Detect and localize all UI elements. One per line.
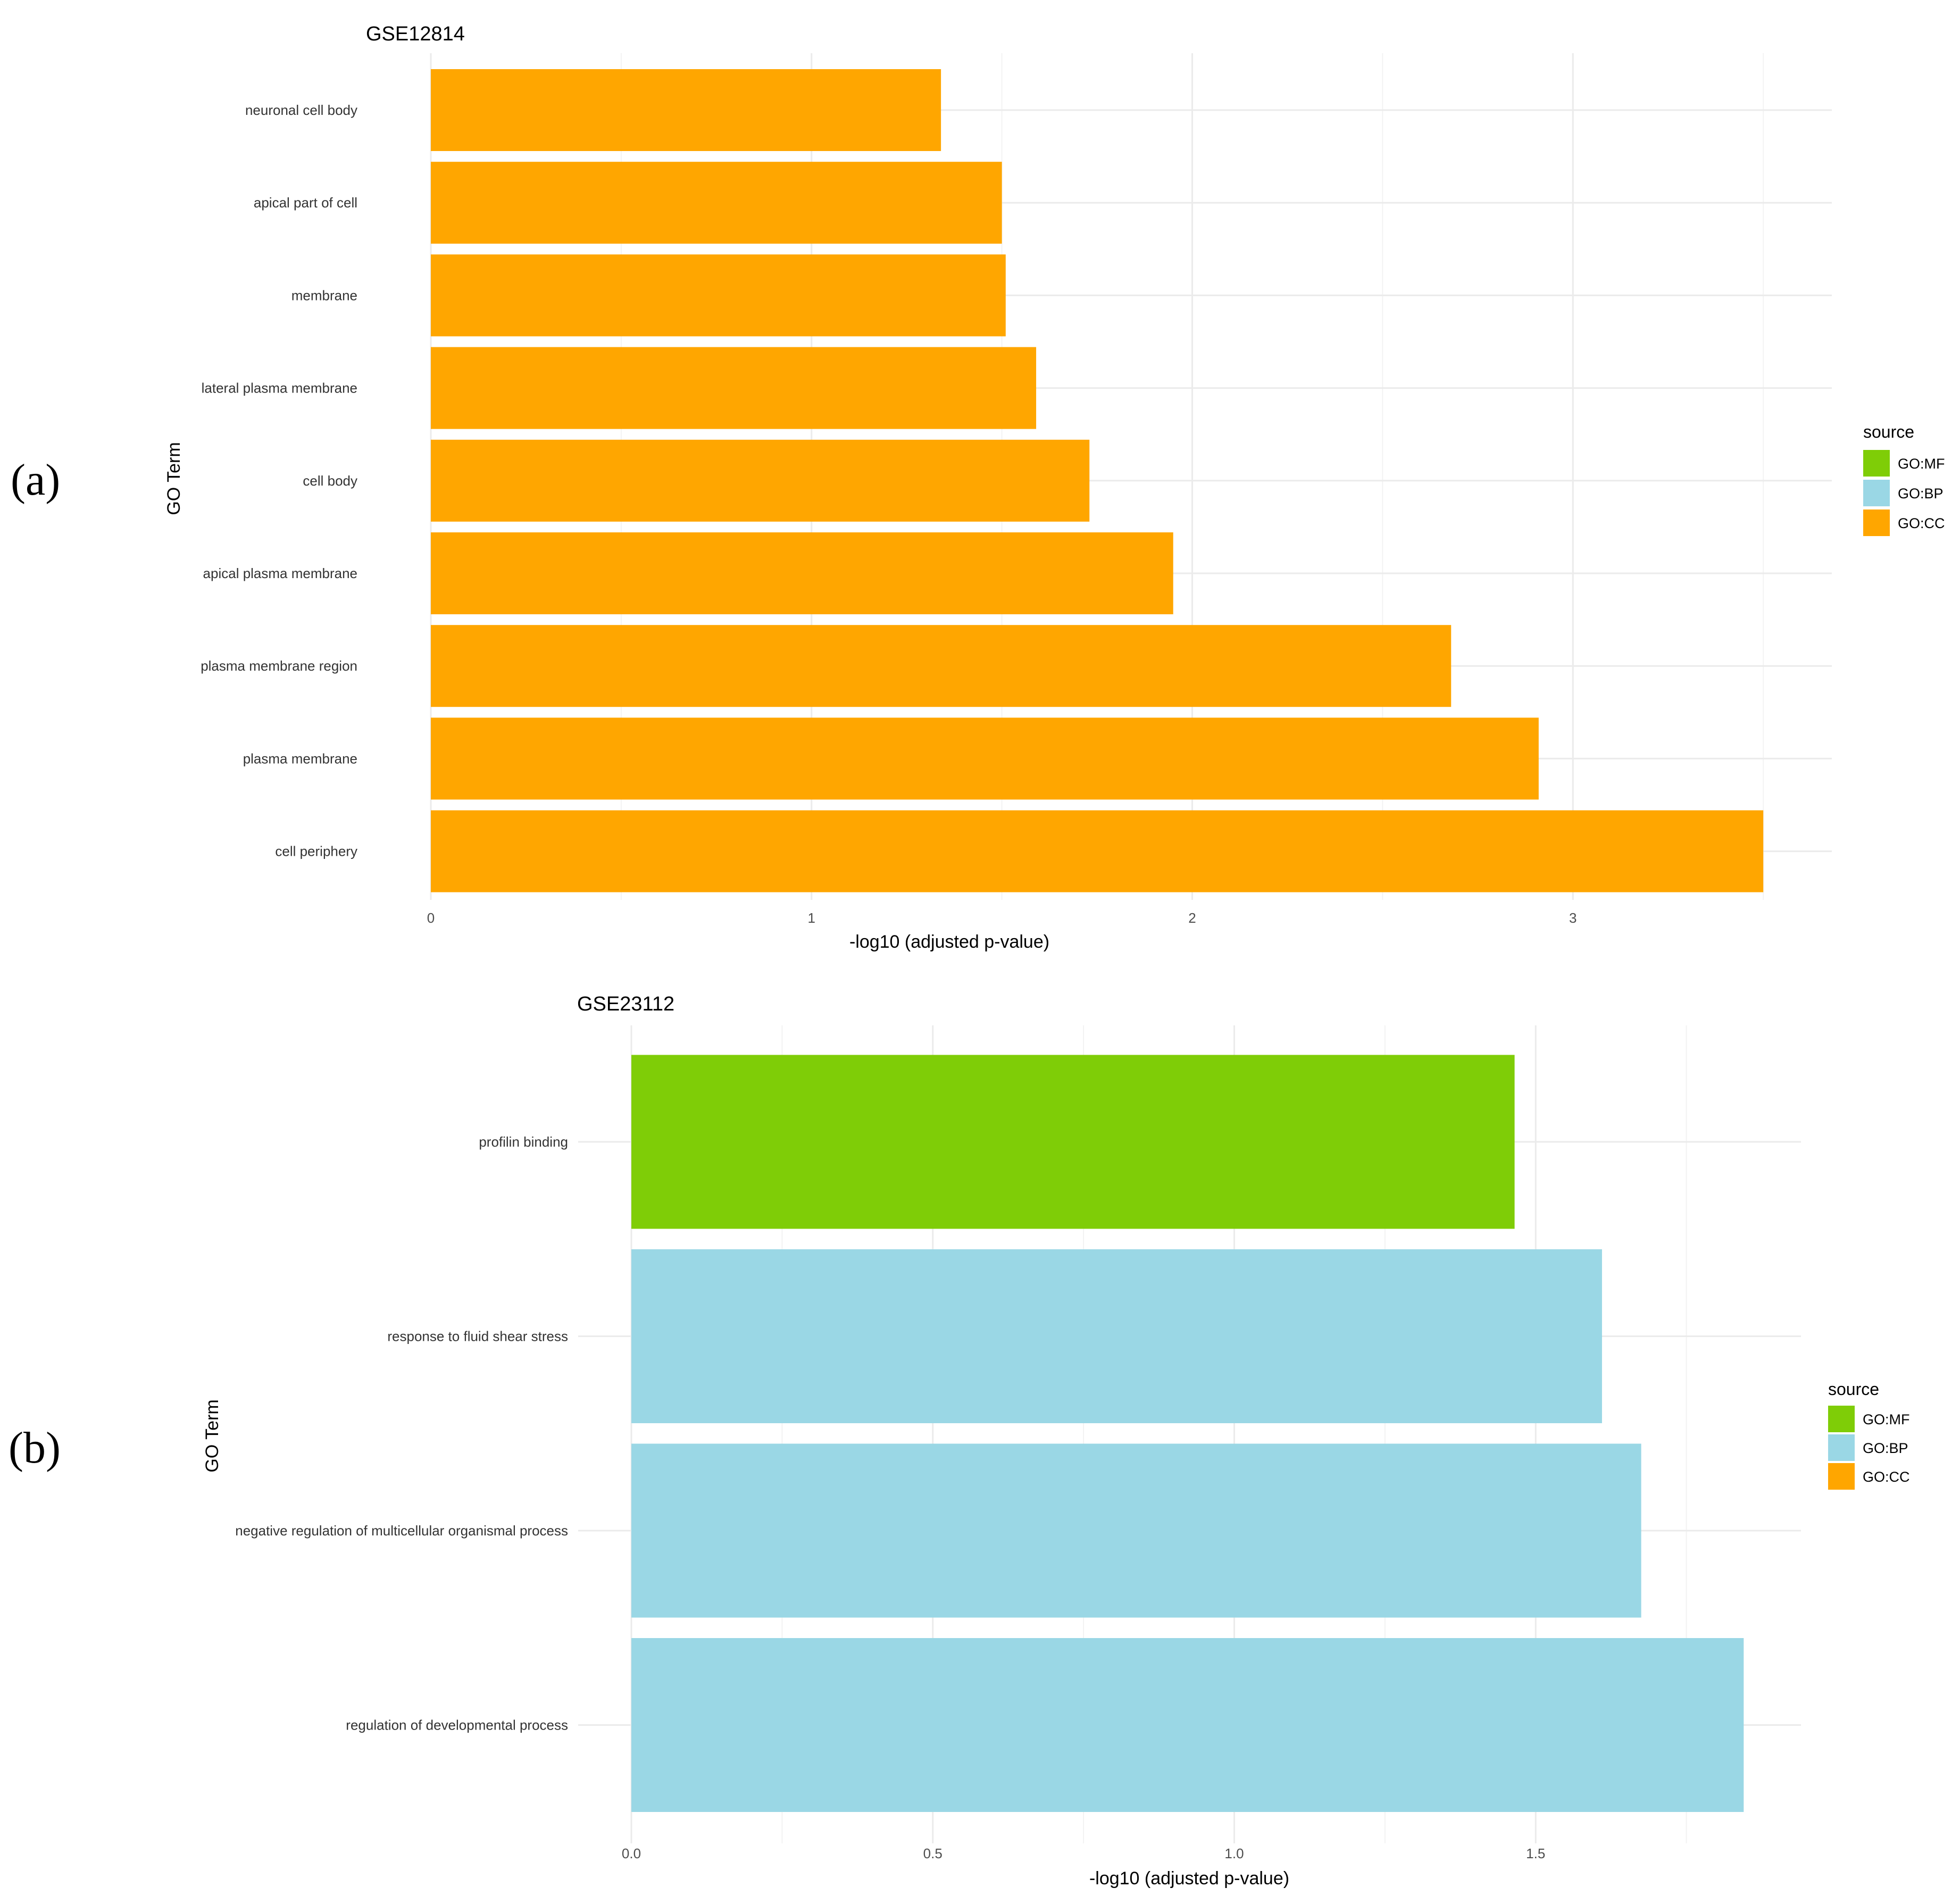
y-tick-label: membrane: [291, 287, 357, 303]
panel-a-title: GSE12814: [366, 23, 465, 45]
panel-b-legend: source GO:MF GO:BP GO:CC: [1828, 1380, 1910, 1490]
x-tick-label: 0: [427, 910, 435, 926]
bar-cell-periphery: [431, 810, 1764, 892]
legend-label-go-bp: GO:BP: [1863, 1440, 1908, 1456]
legend-swatch-go-bp: [1863, 480, 1890, 506]
x-tick-label: 1.5: [1526, 1845, 1545, 1861]
x-tick-label: 0.5: [923, 1845, 943, 1861]
panel-b-bars: [631, 1055, 1744, 1812]
legend-swatch-go-cc: [1863, 510, 1890, 536]
bar-response-to-fluid-shear-stress: [631, 1249, 1602, 1423]
y-tick-label: apical part of cell: [254, 195, 357, 211]
bar-cell-body: [431, 439, 1090, 522]
panel-a-y-axis-title: GO Term: [164, 442, 184, 515]
panel-b-x-axis-title: -log10 (adjusted p-value): [1089, 1868, 1289, 1889]
y-tick-label: plasma membrane region: [201, 658, 357, 674]
x-tick-label: 2: [1188, 910, 1196, 926]
legend-label-go-cc: GO:CC: [1863, 1469, 1910, 1485]
y-tick-label: apical plasma membrane: [203, 565, 357, 581]
bar-apical-part-of-cell: [431, 162, 1002, 244]
x-tick-label: 1: [808, 910, 815, 926]
legend-swatch-go-mf: [1828, 1406, 1855, 1432]
bar-neuronal-cell-body: [431, 69, 941, 151]
bar-apical-plasma-membrane: [431, 532, 1173, 614]
legend-label-go-mf: GO:MF: [1863, 1411, 1910, 1427]
y-tick-label: response to fluid shear stress: [387, 1329, 568, 1344]
panel-b: profilin binding response to fluid shear …: [9, 993, 1910, 1889]
bar-membrane: [431, 254, 1006, 337]
panel-a-legend-title: source: [1863, 422, 1914, 441]
y-tick-label: plasma membrane: [243, 750, 357, 766]
bar-regulation-of-developmental-process: [631, 1638, 1744, 1812]
x-tick-label: 3: [1569, 910, 1577, 926]
panel-b-y-axis-title: GO Term: [202, 1399, 222, 1472]
bar-plasma-membrane-region: [431, 625, 1452, 707]
panel-a-x-tick-labels: 0 1 2 3: [427, 910, 1577, 926]
legend-swatch-go-bp: [1828, 1434, 1855, 1461]
y-tick-label: negative regulation of multicellular org…: [235, 1523, 568, 1539]
panel-a-y-tick-labels: neuronal cell body apical part of cell mem…: [201, 102, 357, 859]
y-tick-label: regulation of developmental process: [346, 1717, 568, 1733]
legend-swatch-go-mf: [1863, 450, 1890, 477]
panel-b-x-tick-labels: 0.0 0.5 1.0 1.5: [622, 1845, 1545, 1861]
panel-b-title: GSE23112: [577, 993, 674, 1015]
y-tick-label: profilin binding: [479, 1134, 568, 1150]
x-tick-label: 1.0: [1224, 1845, 1244, 1861]
panel-a-legend: source GO:MF GO:BP GO:CC: [1863, 422, 1945, 536]
panel-b-label: (b): [9, 1423, 61, 1473]
bar-profilin-binding: [631, 1055, 1515, 1229]
panel-a-label: (a): [11, 455, 60, 505]
panel-b-y-tick-labels: profilin binding response to fluid shear …: [235, 1134, 568, 1733]
y-tick-label: cell periphery: [275, 843, 357, 859]
y-tick-label: lateral plasma membrane: [202, 380, 357, 396]
x-tick-label: 0.0: [622, 1845, 641, 1861]
legend-label-go-cc: GO:CC: [1898, 515, 1945, 531]
panel-b-legend-title: source: [1828, 1380, 1879, 1399]
y-tick-label: neuronal cell body: [245, 102, 357, 118]
legend-label-go-bp: GO:BP: [1898, 486, 1944, 502]
legend-label-go-mf: GO:MF: [1898, 456, 1945, 472]
y-tick-label: cell body: [303, 473, 357, 489]
panel-a-x-axis-title: -log10 (adjusted p-value): [849, 932, 1049, 952]
bar-plasma-membrane: [431, 717, 1539, 800]
bar-lateral-plasma-membrane: [431, 347, 1037, 429]
panel-a: neuronal cell body apical part of cell mem…: [11, 23, 1945, 952]
bar-negative-regulation-of-multicellular-organismal-process: [631, 1443, 1641, 1618]
legend-swatch-go-cc: [1828, 1463, 1855, 1490]
panel-a-bars: [431, 69, 1764, 892]
